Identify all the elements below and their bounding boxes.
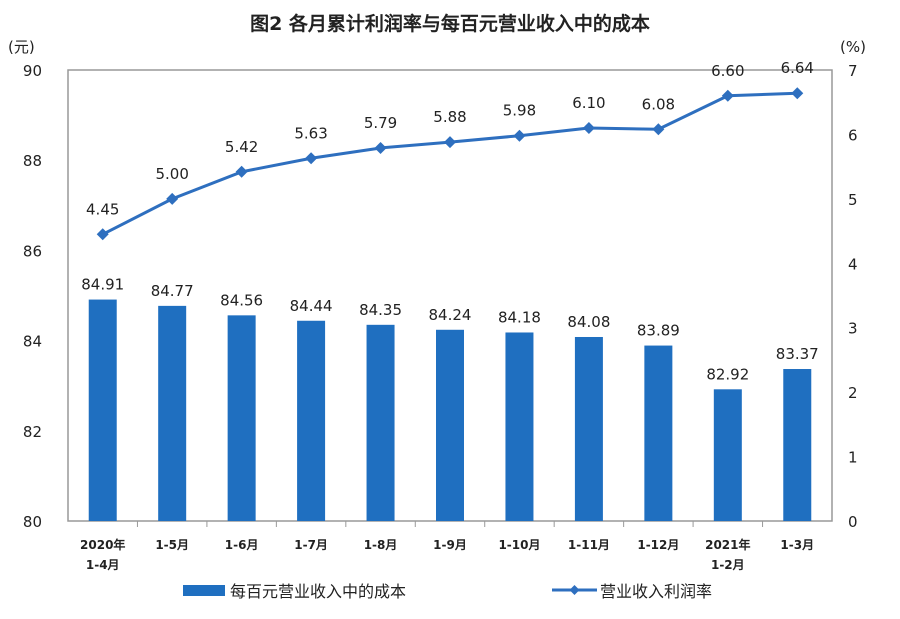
line-point bbox=[582, 121, 595, 134]
x-tick-label: 1-10月 bbox=[498, 538, 540, 552]
line-point bbox=[96, 228, 109, 241]
x-tick-label: 1-4月 bbox=[86, 558, 120, 572]
bar bbox=[366, 324, 395, 521]
x-tick-label: 1-11月 bbox=[568, 538, 610, 552]
bar-data-label: 83.37 bbox=[776, 345, 819, 363]
bar-data-label: 84.18 bbox=[498, 308, 541, 326]
x-tick-label: 1-3月 bbox=[780, 538, 814, 552]
line-point bbox=[513, 129, 526, 142]
legend-bar-label: 每百元营业收入中的成本 bbox=[230, 582, 406, 601]
line-data-label: 6.10 bbox=[572, 94, 605, 112]
right-axis-unit: (%) bbox=[840, 38, 866, 56]
bar bbox=[505, 332, 534, 521]
line-data-label: 5.79 bbox=[364, 114, 397, 132]
x-tick-label: 1-8月 bbox=[364, 538, 398, 552]
bar bbox=[574, 336, 603, 521]
bar-data-label: 84.24 bbox=[429, 306, 472, 324]
x-tick-label: 1-12月 bbox=[637, 538, 679, 552]
line-point bbox=[791, 87, 804, 100]
left-axis-unit: (元) bbox=[8, 38, 35, 56]
x-tick-label: 1-9月 bbox=[433, 538, 467, 552]
line-point bbox=[652, 123, 665, 136]
x-tick-label: 2020年 bbox=[80, 537, 125, 552]
line-data-label: 5.88 bbox=[433, 108, 466, 126]
right-tick-label: 4 bbox=[848, 255, 858, 273]
right-tick-label: 3 bbox=[848, 320, 858, 338]
left-tick-label: 82 bbox=[23, 423, 42, 441]
line-point bbox=[374, 141, 387, 154]
line-point bbox=[235, 165, 248, 178]
left-tick-label: 80 bbox=[23, 513, 42, 531]
right-tick-label: 1 bbox=[848, 449, 858, 467]
left-tick-label: 84 bbox=[23, 333, 42, 351]
bar-data-label: 84.35 bbox=[359, 301, 402, 319]
line-data-label: 6.08 bbox=[642, 95, 675, 113]
line-data-label: 6.64 bbox=[781, 59, 814, 77]
bar-data-label: 84.56 bbox=[220, 291, 263, 309]
line-point bbox=[444, 136, 456, 149]
chart-title: 图2 各月累计利润率与每百元营业收入中的成本 bbox=[250, 12, 650, 35]
x-tick-label: 1-7月 bbox=[294, 538, 328, 552]
x-tick-label: 1-5月 bbox=[155, 538, 189, 552]
legend: 每百元营业收入中的成本 营业收入利润率 bbox=[183, 582, 712, 601]
line-data-label: 5.63 bbox=[294, 124, 327, 142]
bar bbox=[783, 369, 812, 521]
line-data-label: 5.42 bbox=[225, 138, 258, 156]
line-point bbox=[721, 89, 734, 102]
bar-data-label: 82.92 bbox=[706, 365, 749, 383]
bar bbox=[158, 305, 187, 521]
left-tick-label: 90 bbox=[23, 62, 42, 80]
line-data-label: 4.45 bbox=[86, 200, 119, 218]
bar-data-label: 84.08 bbox=[567, 313, 610, 331]
legend-bar-swatch bbox=[183, 585, 225, 596]
line-point bbox=[305, 152, 318, 165]
right-tick-label: 0 bbox=[848, 513, 858, 531]
bar bbox=[644, 345, 673, 521]
x-tick-label: 1-6月 bbox=[225, 538, 259, 552]
right-tick-label: 5 bbox=[848, 191, 858, 209]
x-tick-label: 1-2月 bbox=[711, 558, 745, 572]
bar bbox=[713, 389, 742, 521]
bar bbox=[88, 299, 117, 521]
bar-data-label: 84.77 bbox=[151, 282, 194, 300]
line-data-label: 5.00 bbox=[155, 165, 188, 183]
right-tick-label: 6 bbox=[848, 126, 858, 144]
bar bbox=[297, 320, 326, 521]
bar bbox=[227, 315, 256, 521]
left-tick-label: 88 bbox=[23, 152, 42, 170]
line-data-label: 6.60 bbox=[711, 62, 744, 80]
right-tick-label: 7 bbox=[848, 62, 858, 80]
bar-data-label: 84.44 bbox=[290, 297, 333, 315]
bar-data-label: 84.91 bbox=[81, 276, 124, 294]
line-point bbox=[166, 192, 179, 205]
bar-data-label: 83.89 bbox=[637, 322, 680, 340]
legend-line-marker bbox=[569, 585, 580, 595]
right-tick-label: 2 bbox=[848, 384, 858, 402]
legend-line-label: 营业收入利润率 bbox=[600, 582, 712, 601]
bar bbox=[436, 329, 464, 521]
x-tick-label: 2021年 bbox=[705, 537, 750, 552]
line-data-label: 5.98 bbox=[503, 102, 536, 120]
left-tick-label: 86 bbox=[23, 242, 42, 260]
